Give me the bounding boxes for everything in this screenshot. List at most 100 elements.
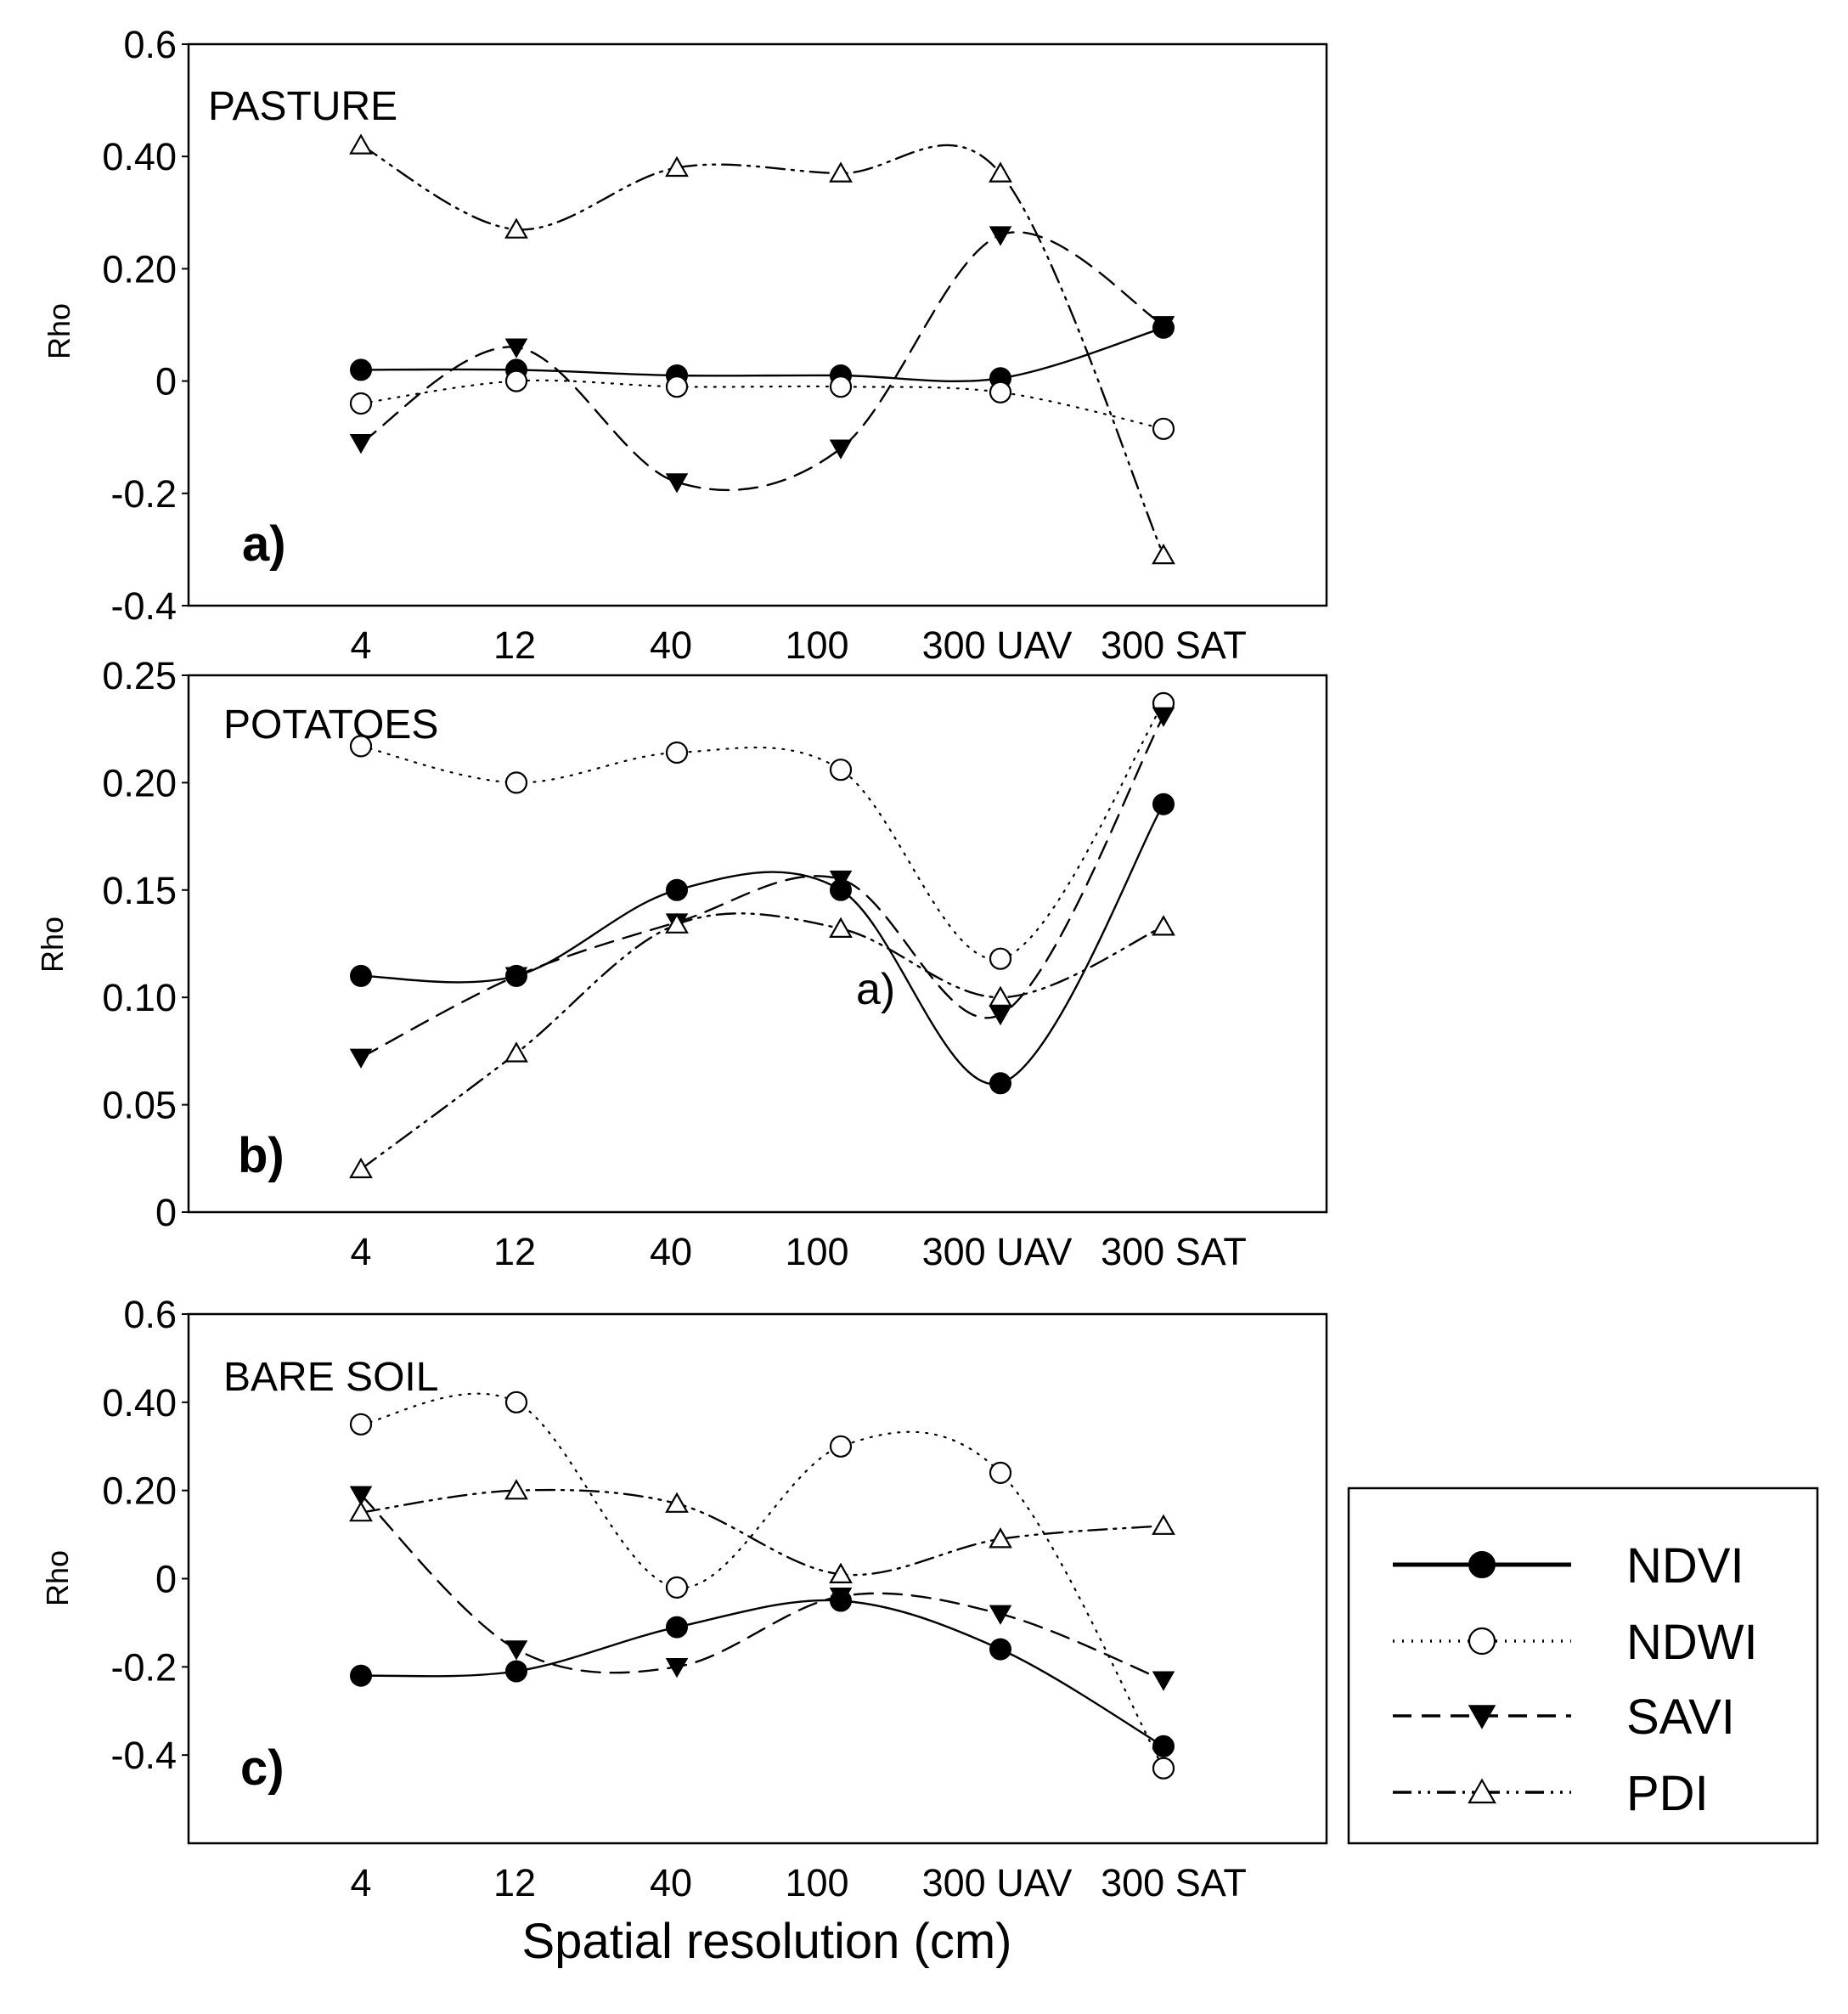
series-ndwi bbox=[349, 691, 1175, 970]
data-point-ndwi bbox=[829, 1435, 853, 1458]
data-point-savi bbox=[829, 439, 853, 460]
data-point-savi bbox=[829, 1587, 853, 1608]
y-tick-label: 0.40 bbox=[102, 1381, 177, 1424]
data-point-savi bbox=[349, 1486, 373, 1506]
series-savi bbox=[349, 226, 1175, 494]
data-point-ndvi bbox=[1152, 793, 1175, 815]
data-point-ndwi bbox=[829, 375, 853, 398]
y-tick-label: -0.4 bbox=[110, 1734, 177, 1777]
data-point-ndvi bbox=[1152, 1735, 1175, 1757]
legend-marker-savi bbox=[1468, 1705, 1496, 1729]
series-savi bbox=[349, 707, 1175, 1069]
data-point-ndwi bbox=[665, 741, 689, 764]
series-line-savi bbox=[359, 1493, 1165, 1682]
series-line-ndvi bbox=[359, 326, 1165, 383]
y-tick-label: 0.20 bbox=[102, 761, 177, 804]
legend-item-pdi: PDI bbox=[1393, 1766, 1709, 1821]
x-tick-label: 300 UAV bbox=[922, 1230, 1073, 1273]
data-point-savi bbox=[989, 226, 1012, 246]
data-point-pdi bbox=[665, 155, 689, 178]
x-tick-label: 300 SAT bbox=[1101, 1230, 1247, 1273]
data-point-ndwi bbox=[665, 375, 689, 398]
data-point-savi bbox=[349, 433, 373, 454]
series-line-savi bbox=[359, 231, 1165, 492]
data-point-savi bbox=[1152, 1671, 1175, 1691]
panel-title: POTATOES bbox=[223, 702, 438, 747]
legend-item-savi: SAVI bbox=[1393, 1690, 1735, 1745]
panel-bare-soil: 0.6 0.40 0.20 0 -0.2 -0.4 4 12 40 100 300 UAV 300 S… bbox=[40, 1293, 1328, 1904]
y-tick-label: 0.40 bbox=[102, 135, 177, 178]
y-tick-label: 0 bbox=[155, 1558, 177, 1601]
x-tick-label: 4 bbox=[350, 623, 371, 667]
data-point-pdi bbox=[504, 1041, 528, 1063]
data-point-ndvi bbox=[505, 1660, 527, 1683]
series-line-ndwi bbox=[359, 379, 1165, 430]
legend-label: NDWI bbox=[1626, 1615, 1758, 1670]
stray-annotation: a) bbox=[856, 965, 895, 1014]
y-tick-label: 0.25 bbox=[102, 654, 177, 697]
data-point-ndvi bbox=[350, 358, 372, 381]
y-tick-label: 0.6 bbox=[123, 1293, 177, 1336]
panel-label: c) bbox=[240, 1740, 285, 1796]
legend-marker-pdi bbox=[1468, 1778, 1496, 1804]
series-ndvi bbox=[350, 1589, 1175, 1757]
legend-label: PDI bbox=[1626, 1766, 1709, 1821]
data-point-savi bbox=[989, 1605, 1012, 1625]
data-point-pdi bbox=[829, 161, 853, 183]
data-point-pdi bbox=[829, 917, 853, 939]
series-ndwi bbox=[349, 1391, 1175, 1780]
x-tick-label: 4 bbox=[350, 1861, 371, 1904]
data-point-pdi bbox=[349, 1500, 373, 1522]
data-point-ndwi bbox=[349, 735, 373, 758]
x-tick-label: 40 bbox=[650, 1230, 692, 1273]
data-point-ndwi bbox=[349, 392, 373, 415]
data-point-pdi bbox=[989, 161, 1012, 183]
data-point-pdi bbox=[665, 912, 689, 934]
x-tick-label: 300 UAV bbox=[922, 1861, 1073, 1904]
x-axis-label: Spatial resolution (cm) bbox=[522, 1914, 1012, 1969]
data-point-pdi bbox=[504, 217, 528, 239]
data-point-ndvi bbox=[666, 878, 688, 901]
y-axis-label: Rho bbox=[35, 917, 70, 973]
panel-label: b) bbox=[238, 1128, 285, 1183]
data-point-savi bbox=[665, 1657, 689, 1678]
series-line-savi bbox=[359, 714, 1165, 1059]
data-point-pdi bbox=[1152, 1514, 1175, 1535]
series-line-ndwi bbox=[359, 702, 1165, 961]
series-line-ndvi bbox=[359, 803, 1165, 1086]
y-tick-label: -0.2 bbox=[110, 472, 177, 516]
series-savi bbox=[349, 1486, 1175, 1691]
y-tick-label: 0.10 bbox=[102, 976, 177, 1019]
y-tick-label: 0.6 bbox=[123, 23, 177, 66]
legend: NDVI NDWI SAVI PDI bbox=[1347, 1487, 1819, 1845]
data-point-ndwi bbox=[989, 947, 1012, 970]
legend-label: SAVI bbox=[1626, 1690, 1735, 1745]
data-point-ndvi bbox=[350, 964, 372, 987]
y-tick-label: -0.4 bbox=[110, 584, 177, 628]
data-point-ndwi bbox=[504, 771, 528, 794]
y-tick-label: 0.15 bbox=[102, 869, 177, 912]
data-point-pdi bbox=[1152, 543, 1175, 565]
data-point-ndwi bbox=[989, 1461, 1012, 1485]
data-point-ndwi bbox=[989, 381, 1012, 403]
x-tick-label: 100 bbox=[785, 623, 848, 667]
data-point-savi bbox=[989, 1006, 1012, 1026]
data-point-savi bbox=[829, 870, 853, 891]
x-tick-label: 100 bbox=[785, 1230, 848, 1273]
data-point-savi bbox=[1152, 316, 1175, 336]
data-point-ndwi bbox=[504, 370, 528, 392]
y-tick-label: 0.20 bbox=[102, 247, 177, 291]
plot-frame bbox=[187, 42, 1328, 607]
x-tick-label: 12 bbox=[493, 1230, 536, 1273]
y-tick-label: 0.20 bbox=[102, 1470, 177, 1513]
data-point-pdi bbox=[989, 985, 1012, 1007]
x-tick-label: 300 SAT bbox=[1101, 623, 1247, 667]
data-point-ndwi bbox=[1152, 1757, 1175, 1780]
data-point-ndwi bbox=[504, 1391, 528, 1413]
series-line-pdi bbox=[359, 144, 1165, 556]
data-point-savi bbox=[1152, 707, 1175, 727]
series-pdi bbox=[349, 912, 1175, 1179]
panel-pasture: 0.6 0.40 0.20 0 -0.2 -0.4 4 12 40 100 300 UAV 300 S… bbox=[42, 23, 1328, 667]
x-tick-label: 300 UAV bbox=[922, 623, 1073, 667]
y-tick-label: -0.2 bbox=[110, 1645, 177, 1689]
